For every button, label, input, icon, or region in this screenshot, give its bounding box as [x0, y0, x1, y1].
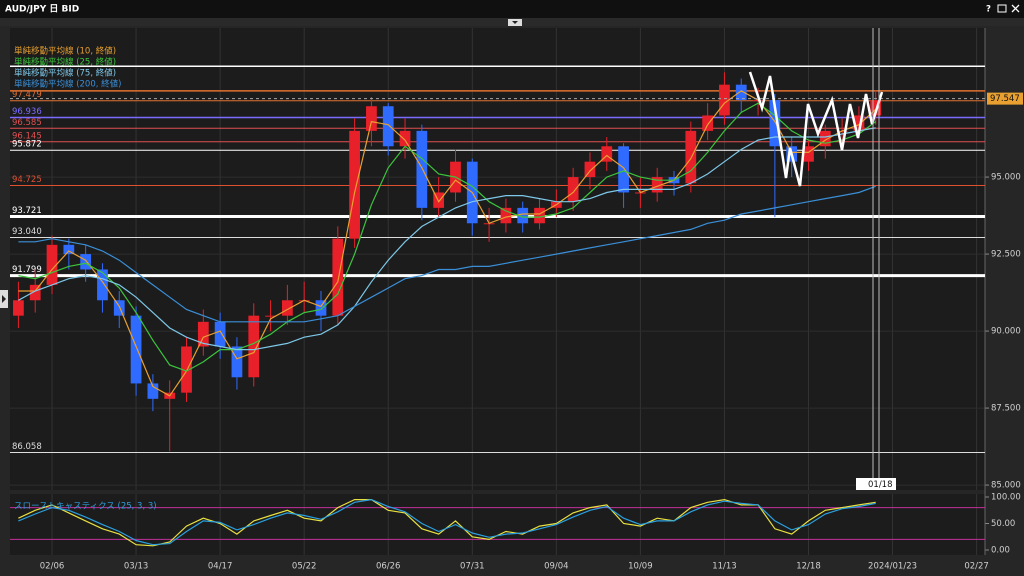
- candle-body: [63, 244, 75, 255]
- legend-entry: 単純移動平均線 (75, 終値): [14, 68, 116, 79]
- candle-body: [349, 130, 360, 239]
- candle-body: [97, 269, 108, 301]
- x-tick-label: 06/26: [376, 562, 401, 572]
- level-label: 96.936: [12, 107, 42, 117]
- x-tick-label: 12/18: [796, 562, 821, 572]
- x-tick-label: 07/31: [460, 562, 485, 572]
- y-tick-label: 90.000: [991, 327, 1021, 337]
- candle-body: [130, 315, 142, 384]
- y-tick-label: 50.00: [991, 519, 1015, 529]
- legend-entry: 単純移動平均線 (10, 終値): [14, 46, 116, 57]
- candle-body: [231, 346, 243, 378]
- candle-body: [618, 146, 629, 193]
- y-tick-label: 95.000: [991, 173, 1021, 183]
- candle-body: [651, 177, 663, 193]
- y-tick-label: 100.00: [991, 493, 1021, 503]
- candle-body: [113, 300, 125, 316]
- level-label: 96.585: [12, 118, 42, 128]
- candle-body: [702, 115, 714, 131]
- level-label: 93.721: [12, 206, 42, 216]
- level-label: 93.040: [12, 227, 42, 237]
- y-tick-label: 92.500: [991, 250, 1021, 260]
- stoch-title: スローストキャスティクス (25, 3, 3): [14, 502, 157, 512]
- hand-drawn-projection: [748, 71, 884, 187]
- candle-body: [803, 146, 814, 162]
- candle-body: [29, 284, 41, 301]
- legend-entry: 単純移動平均線 (25, 終値): [14, 57, 116, 68]
- stoch-plot-bg: [10, 494, 985, 555]
- x-tick-label: 05/22: [292, 562, 317, 572]
- level-label: 95.872: [12, 140, 42, 150]
- candle-body: [534, 207, 545, 224]
- candle-body: [719, 84, 730, 116]
- candle-body: [332, 238, 344, 316]
- candle-body: [13, 300, 24, 316]
- candle-body: [567, 177, 579, 202]
- candle-body: [281, 300, 293, 316]
- close-button[interactable]: [1011, 4, 1020, 13]
- candle-body: [870, 100, 882, 116]
- current-price-label: 97.547: [990, 94, 1020, 104]
- x-tick-label: 2024/01/23: [868, 562, 917, 572]
- candle-body: [197, 321, 209, 347]
- candle-body: [214, 321, 226, 347]
- maximize-button[interactable]: [997, 4, 1007, 13]
- y-tick-label: 87.500: [991, 404, 1021, 414]
- candle-body: [735, 84, 747, 101]
- moving-average-line: [18, 127, 876, 351]
- candle-body: [181, 346, 192, 393]
- level-label: 96.145: [12, 131, 42, 141]
- candle-body: [265, 315, 276, 317]
- level-label: 86.058: [12, 442, 42, 452]
- candle-body: [853, 115, 865, 131]
- crosshair-box: [856, 478, 896, 490]
- plot-layer: 02/06 03/13 04/17 05/22 06/26 07/31 09/04 10/09…: [10, 28, 1023, 572]
- moving-average-line: [18, 90, 877, 397]
- side-arrow: [2, 295, 6, 303]
- candle-body: [416, 130, 428, 208]
- candle-body: [685, 130, 697, 184]
- crosshair-label: 01/18: [868, 480, 893, 490]
- y-tick-label: 0.00: [991, 546, 1010, 556]
- y-tick-label: 85.000: [991, 481, 1021, 491]
- x-tick-label: 09/04: [544, 562, 569, 572]
- x-tick-label: 02/27: [964, 562, 989, 572]
- title-bar: [0, 0, 1024, 18]
- x-tick-label: 02/06: [40, 562, 65, 572]
- candle-body: [147, 383, 159, 399]
- x-tick-label: 03/13: [124, 562, 149, 572]
- x-tick-label: 10/09: [628, 562, 653, 572]
- window-title: AUD/JPY 日 BID: [5, 4, 79, 15]
- collapse-arrow: [512, 21, 518, 24]
- candle-body: [819, 130, 831, 147]
- candle-body: [584, 161, 596, 178]
- level-label: 91.799: [12, 265, 42, 275]
- level-label: 94.725: [12, 175, 42, 185]
- candle-body: [80, 254, 92, 270]
- candle-body: [769, 100, 781, 147]
- candle-body: [315, 300, 327, 316]
- candle-body: [399, 130, 411, 147]
- candle-body: [517, 207, 529, 224]
- main-plot-bg: [10, 28, 985, 490]
- level-label: 97.479: [12, 90, 42, 100]
- candle-body: [433, 192, 445, 208]
- x-tick-label: 04/17: [208, 562, 233, 572]
- candle-body: [46, 244, 58, 285]
- candle-body: [248, 315, 260, 378]
- candle-body: [601, 146, 613, 162]
- moving-average-line: [18, 185, 876, 323]
- help-button[interactable]: ?: [986, 5, 991, 15]
- stoch-line: [18, 498, 876, 546]
- moving-average-line: [18, 102, 877, 372]
- candle-body: [366, 106, 377, 131]
- candle-body: [382, 106, 394, 147]
- legend-entry: 単純移動平均線 (200, 終値): [14, 79, 121, 90]
- current-price-box: [987, 92, 1023, 105]
- candle-body: [500, 207, 512, 224]
- x-tick-label: 11/13: [712, 562, 737, 572]
